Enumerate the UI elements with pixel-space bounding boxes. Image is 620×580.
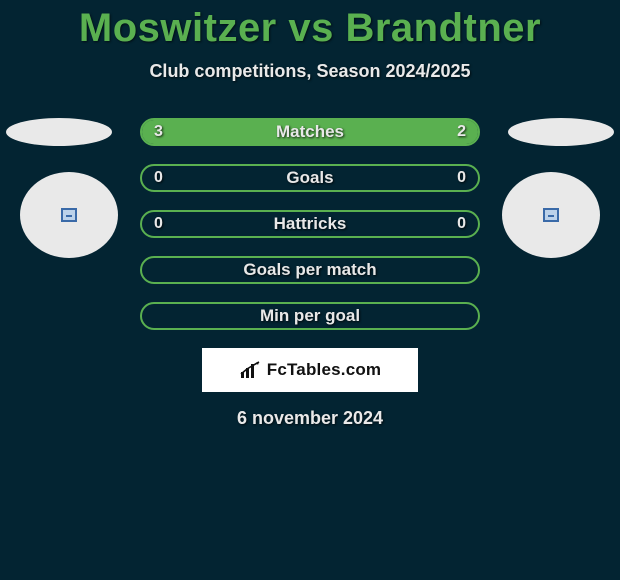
stats-area: 3 Matches 2 0 Goals 0 0 Hattricks 0 Goal…	[0, 118, 620, 330]
subtitle: Club competitions, Season 2024/2025	[0, 61, 620, 82]
stat-row-matches: 3 Matches 2	[140, 118, 480, 146]
brand-box: FcTables.com	[202, 348, 418, 392]
placeholder-icon	[543, 208, 559, 222]
page-title: Moswitzer vs Brandtner	[0, 0, 620, 51]
player-left-badge	[20, 172, 118, 258]
stat-value-right: 2	[457, 120, 466, 144]
stat-value-right: 0	[457, 212, 466, 236]
stat-label: Goals per match	[142, 258, 478, 282]
player-right-badge	[502, 172, 600, 258]
stat-row-mpg: Min per goal	[140, 302, 480, 330]
stat-row-hattricks: 0 Hattricks 0	[140, 210, 480, 238]
stat-label: Matches	[142, 120, 478, 144]
player-left-ellipse	[6, 118, 112, 146]
stat-label: Min per goal	[142, 304, 478, 328]
player-right-ellipse	[508, 118, 614, 146]
bars-icon	[239, 360, 263, 380]
stat-row-gpm: Goals per match	[140, 256, 480, 284]
date-line: 6 november 2024	[0, 408, 620, 429]
stat-value-right: 0	[457, 166, 466, 190]
stat-row-goals: 0 Goals 0	[140, 164, 480, 192]
brand-text: FcTables.com	[267, 360, 382, 380]
placeholder-icon	[61, 208, 77, 222]
stat-rows: 3 Matches 2 0 Goals 0 0 Hattricks 0 Goal…	[140, 118, 480, 330]
stat-label: Goals	[142, 166, 478, 190]
stat-label: Hattricks	[142, 212, 478, 236]
